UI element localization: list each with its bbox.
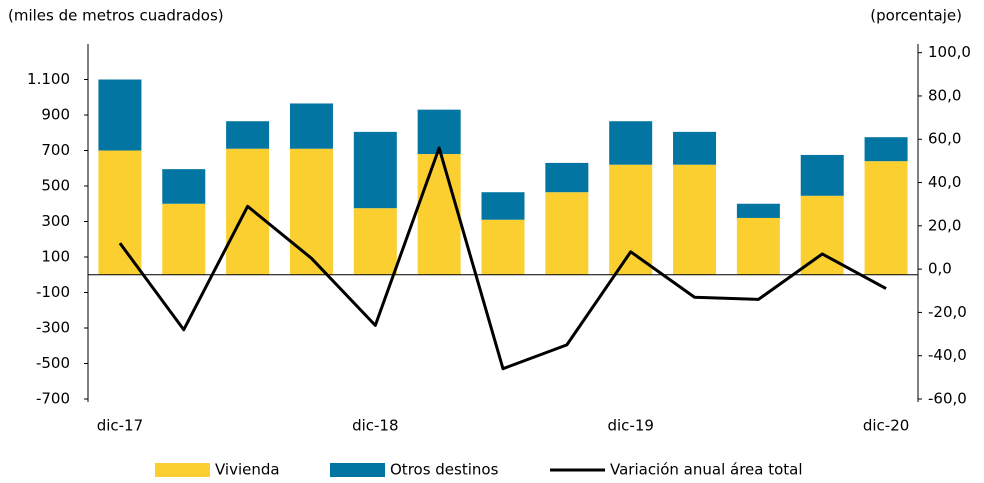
legend-swatch: [330, 463, 385, 477]
x-tick-label: dic-18: [352, 417, 398, 435]
bar: [481, 192, 525, 220]
bar: [353, 131, 397, 209]
bar: [226, 148, 270, 275]
y2-tick-label: -60,0: [928, 390, 967, 408]
x-tick-label: dic-19: [607, 417, 653, 435]
bar: [673, 131, 717, 165]
legend-label: Variación anual área total: [610, 461, 803, 479]
bar: [609, 121, 653, 165]
x-tick-label: dic-20: [863, 417, 909, 435]
y-tick-label: 300: [41, 212, 70, 230]
bar: [736, 203, 780, 218]
y-tick-label: 1.100: [27, 70, 70, 88]
y2-tick-label: 60,0: [928, 130, 961, 148]
legend-label: Vivienda: [215, 461, 280, 479]
y-tick-label: -500: [36, 354, 70, 372]
y-tick-label: -100: [36, 283, 70, 301]
y-tick-label: 500: [41, 177, 70, 195]
legend-swatch: [155, 463, 210, 477]
y-tick-label: -700: [36, 390, 70, 408]
bar: [800, 154, 844, 196]
bar: [226, 121, 270, 149]
bar: [545, 192, 589, 275]
y2-tick-label: 0,0: [928, 260, 952, 278]
y2-tick-label: -40,0: [928, 346, 967, 364]
y-tick-label: -300: [36, 319, 70, 337]
x-tick-label: dic-17: [97, 417, 143, 435]
bar: [864, 161, 908, 275]
bar: [162, 203, 206, 275]
y2-tick-label: 80,0: [928, 86, 961, 104]
bar: [289, 103, 333, 149]
y2-tick-label: -20,0: [928, 303, 967, 321]
y2-axis-label: (porcentaje): [870, 7, 962, 25]
bar: [545, 162, 589, 193]
y-tick-label: 700: [41, 141, 70, 159]
bar: [481, 219, 525, 275]
bar: [162, 169, 206, 204]
bar: [98, 79, 142, 151]
bar: [353, 208, 397, 275]
bar: [736, 217, 780, 275]
legend-label: Otros destinos: [390, 461, 499, 479]
bar: [609, 164, 653, 275]
bar: [98, 150, 142, 275]
line-series: [118, 146, 887, 371]
y-tick-label: 900: [41, 106, 70, 124]
y-axis-label: (miles de metros cuadrados): [8, 7, 224, 25]
y2-tick-label: 40,0: [928, 173, 961, 191]
bar: [864, 137, 908, 162]
bar: [417, 154, 461, 275]
y2-tick-label: 100,0: [928, 43, 971, 61]
bar: [673, 164, 717, 275]
bar: [289, 148, 333, 275]
y2-tick-label: 20,0: [928, 216, 961, 234]
y-tick-label: 100: [41, 248, 70, 266]
